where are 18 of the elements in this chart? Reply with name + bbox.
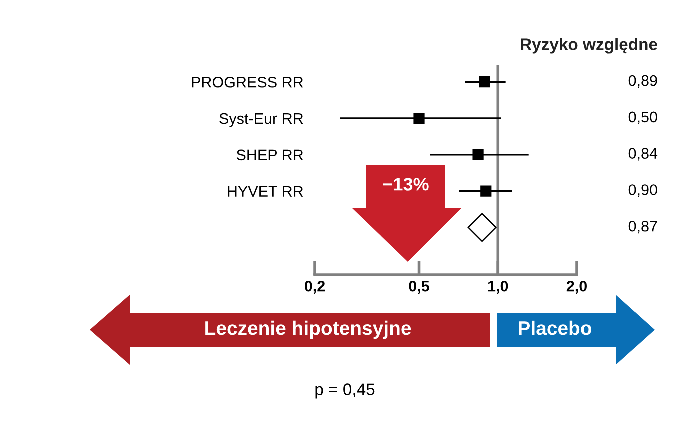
text: 0,87 <box>628 220 658 234</box>
y-tick-label: PROGRESS RR <box>192 76 304 88</box>
x-tick-label: 1,0 <box>488 280 508 294</box>
text: Ryzyko względne <box>521 38 658 54</box>
x-tick-label: 0,5 <box>409 280 430 294</box>
y-tick-label: SHEP RR <box>236 150 304 161</box>
y-tick-label: Syst-Eur RR <box>220 113 304 128</box>
y-tick-label: HYVET RR <box>228 186 304 197</box>
x-tick-label: 0,2 <box>304 280 326 294</box>
text: Placebo <box>519 320 592 336</box>
text: 0,50 <box>628 112 658 124</box>
text: 0,84 <box>628 148 658 161</box>
text: 0,90 <box>628 184 658 198</box>
text: p = 0,45 <box>316 384 375 399</box>
text: Leczenie hipotensyjne <box>206 320 412 340</box>
text: 0,89 <box>628 75 658 88</box>
annotation: −13% <box>383 178 429 191</box>
x-tick-label: 2,0 <box>566 280 587 294</box>
